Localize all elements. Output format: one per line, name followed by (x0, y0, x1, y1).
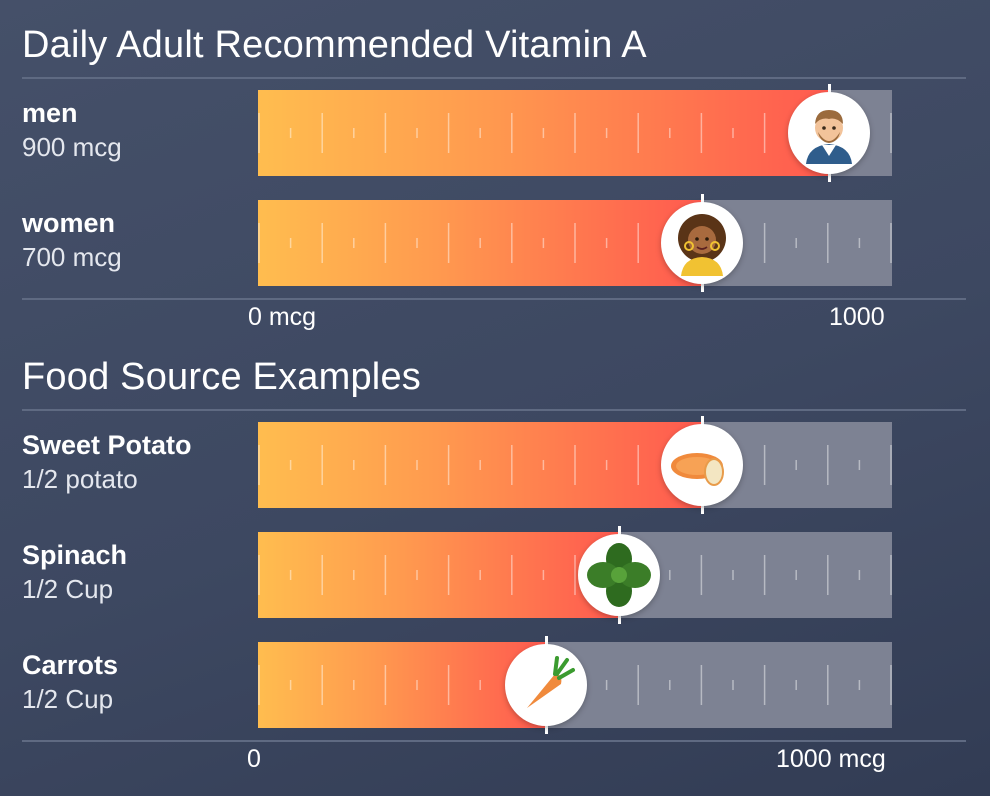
bar-fill (258, 90, 829, 176)
x-axis-max-label: 1000 mcg (776, 745, 886, 773)
x-axis-min-label: 0 (247, 745, 261, 773)
category-label: men (22, 98, 78, 128)
amount-label: 1/2 Cup (22, 684, 114, 714)
row-label: Carrots 1/2 Cup (22, 648, 252, 716)
carrot-icon (505, 644, 588, 726)
bar-fill (258, 422, 702, 508)
amount-label: 900 mcg (22, 132, 122, 162)
amount-label: 700 mcg (22, 242, 122, 272)
chart-title: Daily Adult Recommended Vitamin A (22, 24, 647, 66)
category-label: Sweet Potato (22, 430, 192, 460)
woman-avatar-icon (660, 202, 743, 284)
category-label: Carrots (22, 650, 119, 680)
man-avatar-icon (787, 92, 870, 174)
amount-label: 1/2 Cup (22, 574, 114, 604)
x-axis-max-label: 1000 (829, 303, 885, 331)
row-label: men 900 mcg (22, 96, 252, 164)
row-label: Sweet Potato 1/2 potato (22, 428, 252, 496)
divider (22, 409, 966, 411)
category-label: Spinach (22, 540, 128, 570)
bar-fill (258, 532, 620, 618)
sweet-potato-icon (660, 424, 743, 506)
amount-label: 1/2 potato (22, 464, 138, 494)
x-axis-min-label: 0 mcg (248, 303, 317, 331)
row-label: Spinach 1/2 Cup (22, 538, 252, 606)
divider (22, 740, 966, 742)
divider (22, 77, 966, 79)
bar-track (258, 416, 892, 514)
bar-track (258, 636, 892, 734)
bar-fill (258, 642, 547, 728)
divider (22, 298, 966, 300)
bar-track (258, 194, 892, 292)
row-label: women 700 mcg (22, 206, 252, 274)
bar-track (258, 526, 892, 624)
spinach-icon (578, 534, 661, 616)
category-label: women (22, 208, 116, 238)
bar-track (258, 84, 892, 182)
food-section-title: Food Source Examples (22, 356, 421, 398)
bar-fill (258, 200, 702, 286)
